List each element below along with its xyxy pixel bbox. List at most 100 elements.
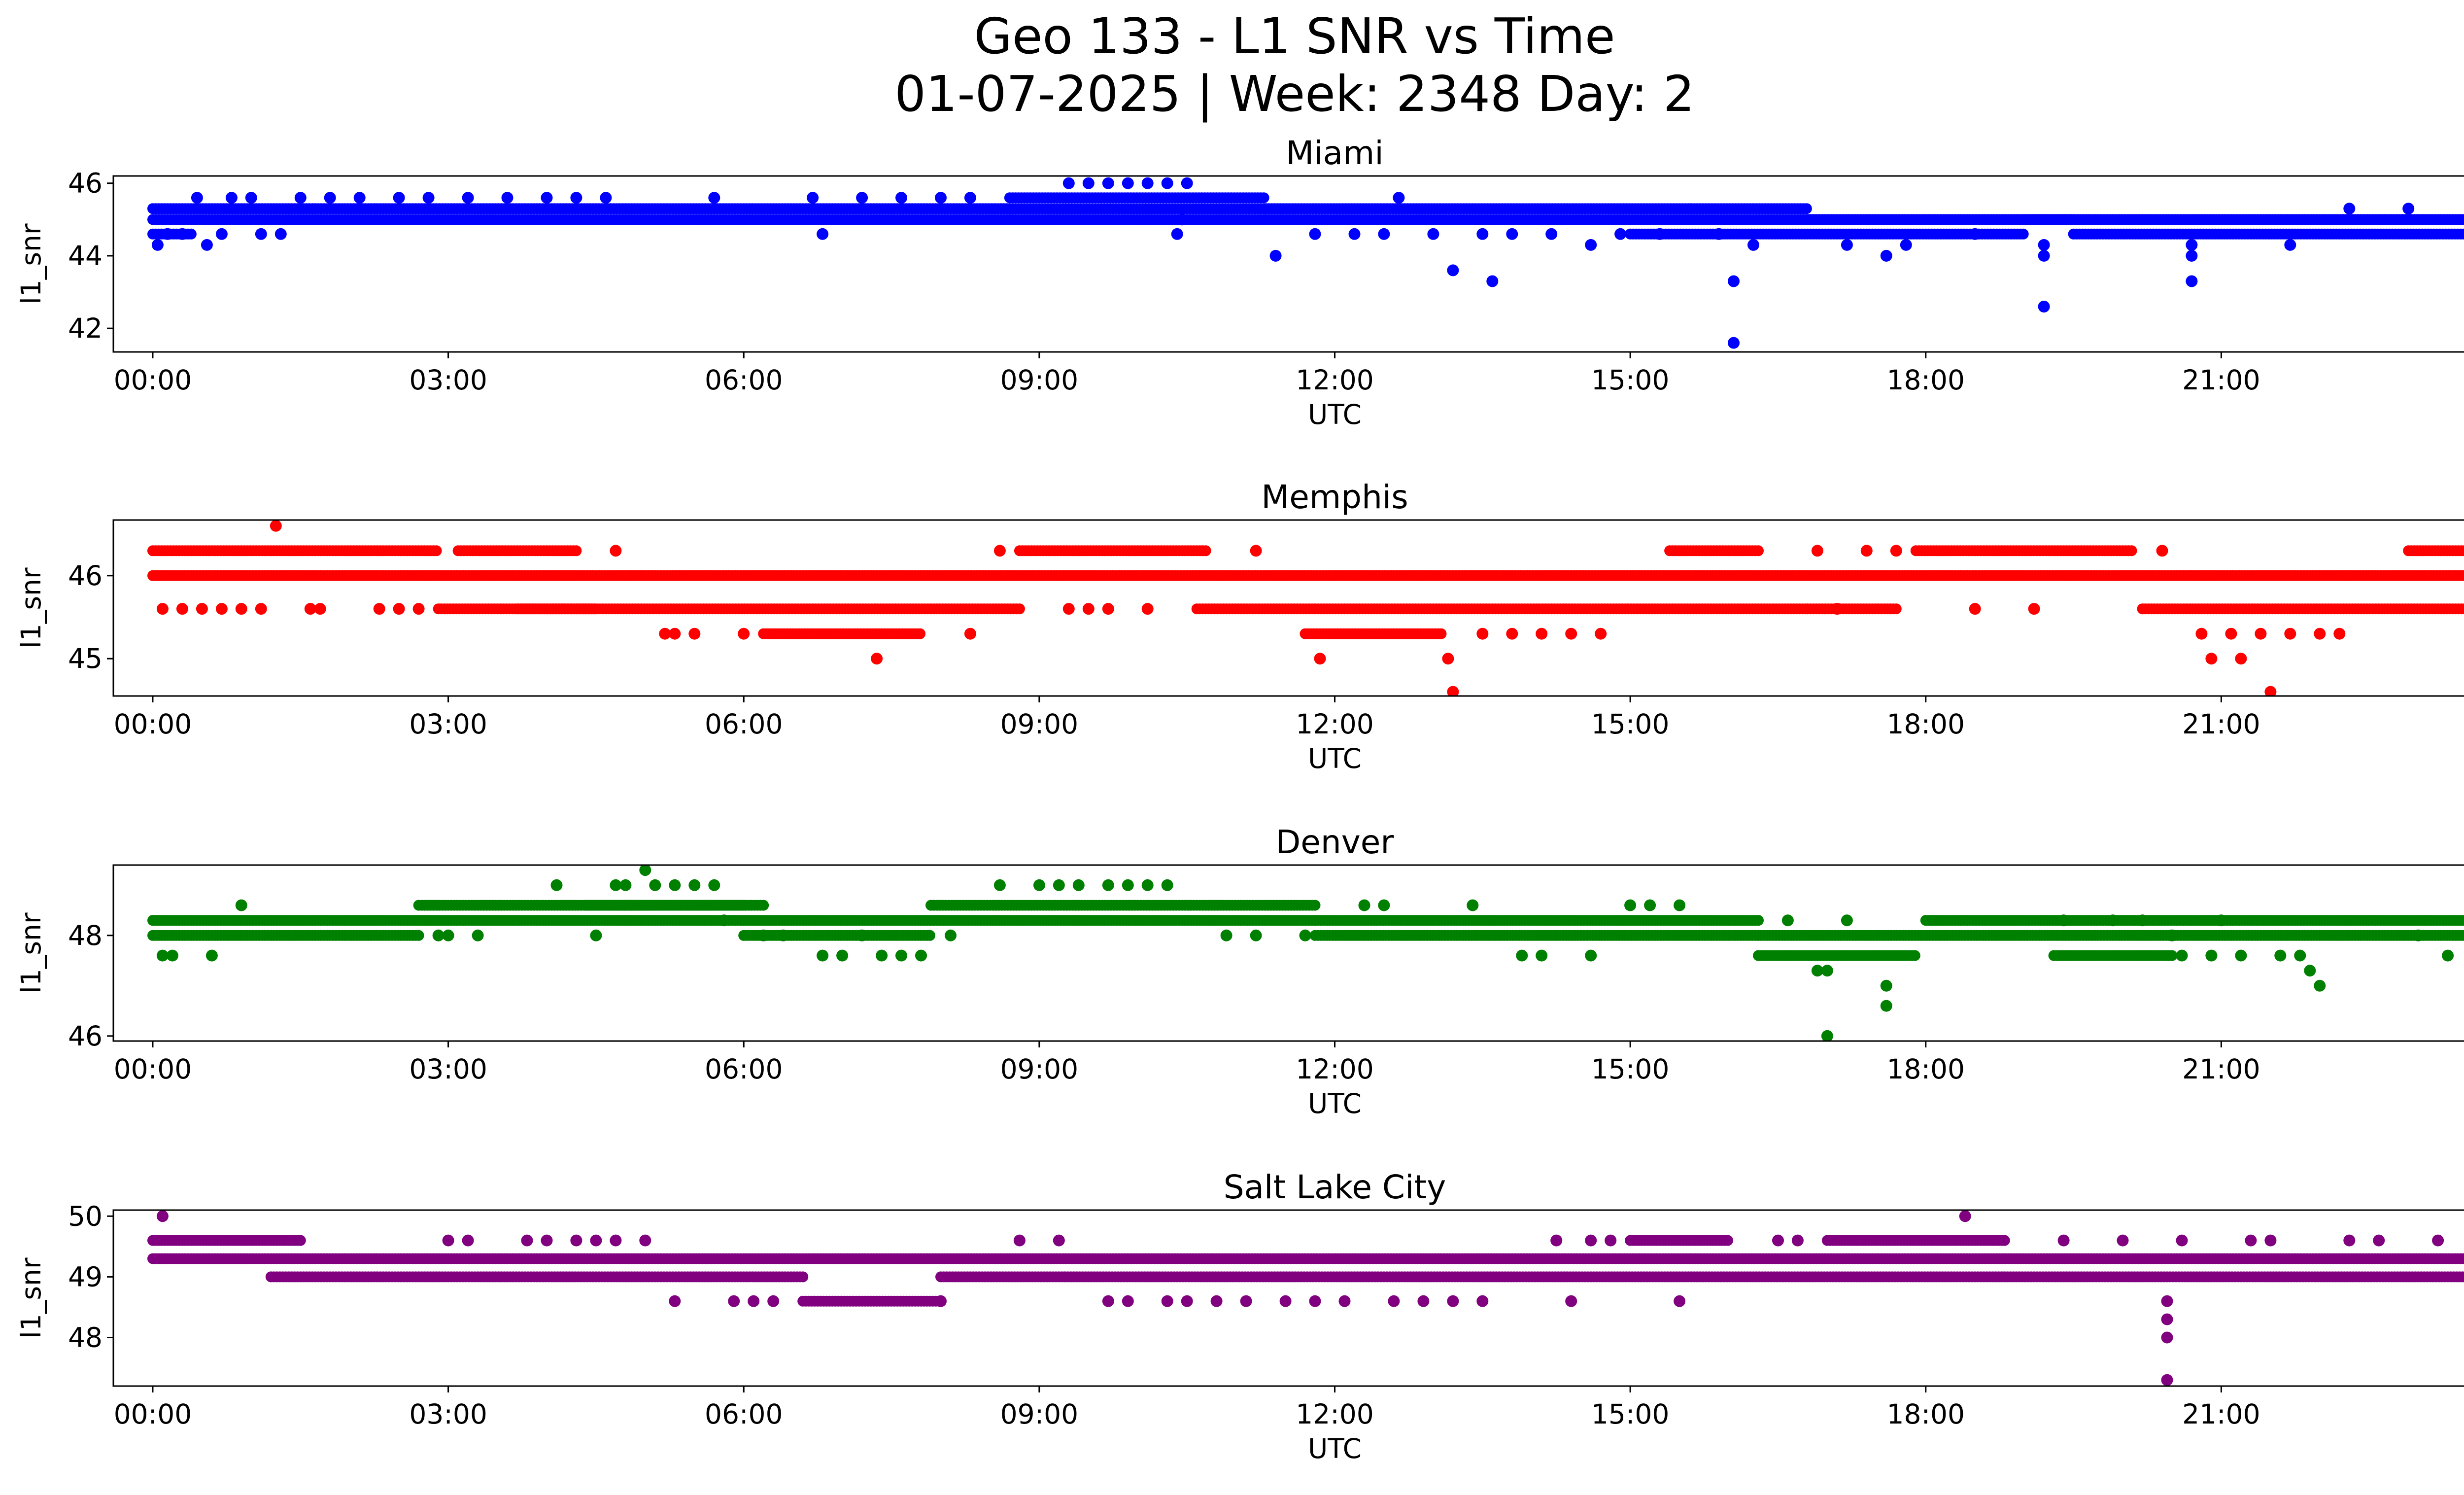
data-point bbox=[895, 192, 907, 204]
data-point bbox=[274, 228, 287, 240]
panel-title-denver: Denver bbox=[1275, 823, 1394, 861]
x-tick-label: 12:00 bbox=[1296, 708, 1374, 740]
data-point bbox=[176, 228, 188, 240]
data-point bbox=[807, 192, 819, 204]
data-point bbox=[2333, 627, 2346, 640]
data-point bbox=[501, 192, 513, 204]
y-tick-label: 42 bbox=[68, 313, 103, 344]
data-point bbox=[1753, 915, 1764, 926]
x-axis-label: UTC bbox=[1308, 399, 1362, 430]
data-point bbox=[1654, 228, 1666, 240]
data-point bbox=[161, 228, 173, 240]
data-point bbox=[2028, 603, 2040, 615]
data-point bbox=[2284, 627, 2296, 640]
data-point bbox=[235, 603, 247, 615]
data-point bbox=[1176, 213, 1188, 226]
data-point bbox=[1171, 228, 1183, 240]
data-point bbox=[324, 192, 336, 204]
figure-title-line2: 01-07-2025 | Week: 2348 Day: 2 bbox=[894, 65, 1694, 123]
data-point bbox=[215, 228, 228, 240]
data-point bbox=[2459, 603, 2464, 615]
data-point bbox=[1181, 177, 1193, 189]
data-point bbox=[2461, 229, 2464, 239]
data-point bbox=[2264, 686, 2277, 696]
data-point bbox=[393, 192, 405, 204]
data-point bbox=[215, 603, 228, 615]
data-point bbox=[600, 192, 612, 204]
x-tick-label: 03:00 bbox=[409, 708, 487, 740]
x-tick-label: 06:00 bbox=[705, 364, 783, 396]
x-tick-label: 00:00 bbox=[114, 364, 192, 396]
data-point bbox=[571, 545, 582, 556]
data-point bbox=[1880, 249, 1892, 262]
data-point bbox=[201, 239, 213, 251]
data-point bbox=[2462, 215, 2464, 224]
data-point bbox=[1811, 545, 1823, 557]
data-point bbox=[964, 192, 976, 204]
data-point bbox=[225, 192, 238, 204]
x-tick-label: 03:00 bbox=[409, 364, 487, 396]
data-point bbox=[2038, 301, 2050, 313]
data-point bbox=[2038, 239, 2050, 251]
y-tick-label: 44 bbox=[68, 240, 103, 272]
data-point bbox=[1860, 545, 1873, 557]
data-point bbox=[1476, 228, 1489, 240]
data-point bbox=[2225, 627, 2237, 640]
data-point bbox=[1378, 228, 1390, 240]
data-point bbox=[1102, 177, 1114, 189]
data-point bbox=[1506, 627, 1518, 640]
data-point bbox=[669, 627, 681, 640]
data-point bbox=[2186, 249, 2198, 262]
data-point bbox=[255, 603, 267, 615]
data-point bbox=[688, 627, 701, 640]
data-point bbox=[1486, 275, 1499, 287]
data-point bbox=[2186, 275, 2198, 287]
data-point bbox=[1141, 177, 1154, 189]
data-point bbox=[2126, 545, 2137, 556]
scatter-series-memphis bbox=[147, 520, 2464, 696]
data-point bbox=[2462, 604, 2464, 613]
data-point bbox=[1585, 239, 1597, 251]
data-point bbox=[185, 228, 197, 240]
y-tick-label: 46 bbox=[68, 560, 103, 591]
data-point bbox=[1436, 628, 1447, 639]
data-point bbox=[1269, 249, 1282, 262]
data-point bbox=[2018, 228, 2029, 240]
data-point bbox=[570, 192, 582, 204]
x-tick-label: 12:00 bbox=[1296, 364, 1374, 396]
data-point bbox=[2314, 627, 2326, 640]
data-point bbox=[413, 930, 424, 941]
y-axis-label: l1_snr bbox=[15, 223, 47, 304]
data-point bbox=[871, 653, 883, 665]
data-point bbox=[1595, 627, 1607, 640]
data-point bbox=[196, 603, 208, 615]
data-point bbox=[1062, 177, 1075, 189]
data-point bbox=[191, 192, 203, 204]
data-point bbox=[1841, 239, 1853, 251]
data-point bbox=[1200, 545, 1211, 556]
data-point bbox=[964, 627, 976, 640]
data-point bbox=[2402, 203, 2415, 215]
data-point bbox=[1014, 603, 1025, 615]
data-point bbox=[294, 192, 307, 204]
data-point bbox=[610, 545, 622, 557]
data-point bbox=[1082, 603, 1095, 615]
data-point bbox=[1447, 686, 1459, 696]
panel-title-memphis: Memphis bbox=[1261, 478, 1408, 516]
x-tick-label: 15:00 bbox=[1591, 708, 1670, 740]
data-point bbox=[1801, 203, 1812, 214]
data-point bbox=[1713, 228, 1725, 240]
data-point bbox=[1082, 177, 1095, 189]
data-point bbox=[270, 520, 282, 532]
data-point bbox=[1900, 239, 1912, 251]
data-point bbox=[924, 930, 935, 941]
data-point bbox=[156, 603, 169, 615]
data-point bbox=[935, 192, 947, 204]
data-point bbox=[1753, 545, 1764, 556]
data-point bbox=[1831, 603, 1843, 615]
data-point bbox=[2343, 203, 2356, 215]
